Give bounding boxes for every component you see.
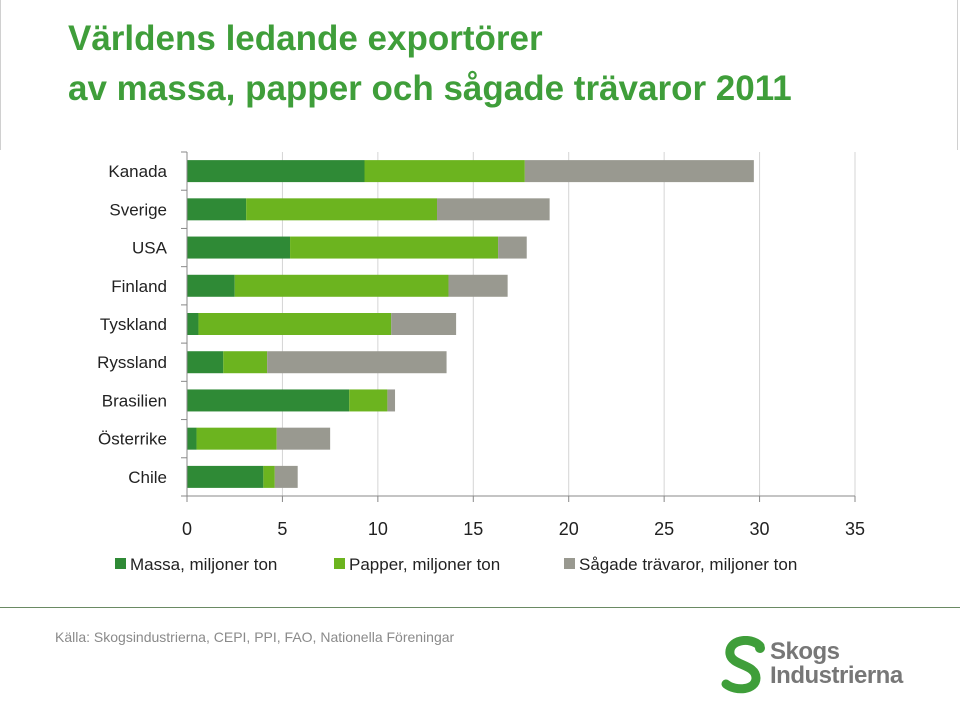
legend-swatch-2 [564,558,575,569]
x-tick-label: 0 [182,519,192,539]
category-label: Brasilien [102,391,167,410]
logo-text: Skogs Industrierna [770,640,903,688]
bar-chile-series-0 [187,465,264,488]
bar-brasilien-series-1 [349,389,388,412]
bar-brasilien-series-2 [387,389,396,412]
left-edge-line [0,0,1,150]
category-label: Tyskland [100,315,167,334]
source-note: Källa: Skogsindustrierna, CEPI, PPI, FAO… [55,629,455,645]
skogsindustrierna-logo: Skogs Industrierna [720,635,925,696]
bar-sverige-series-0 [187,198,247,221]
category-label: Chile [128,468,167,487]
slide-title: Världens ledande exportörer av massa, pa… [68,14,792,114]
bar-kanada-series-1 [364,160,525,183]
title-line-2: av massa, papper och sågade trävaror 201… [68,69,792,108]
category-label: Kanada [108,162,167,181]
bar-österrike-series-2 [276,427,331,450]
legend-label-2: Sågade trävaror, miljoner ton [579,555,797,574]
x-tick-label: 30 [750,519,770,539]
category-label: Ryssland [97,353,167,372]
bar-tyskland-series-0 [187,313,199,335]
legend-label-0: Massa, miljoner ton [130,555,277,574]
x-tick-label: 15 [463,519,483,539]
x-tick-label: 5 [277,519,287,539]
footer-divider [0,607,960,608]
right-edge-line [957,0,958,150]
logo-line-1: Skogs [770,638,840,665]
category-label: Österrike [98,430,167,449]
bar-sverige-series-1 [246,198,438,221]
x-tick-label: 20 [559,519,579,539]
bar-tyskland-series-2 [391,313,457,335]
bar-österrike-series-1 [196,427,277,450]
legend-label-1: Papper, miljoner ton [349,555,500,574]
bar-tyskland-series-1 [198,313,392,335]
bar-sverige-series-2 [437,198,550,221]
category-label: Sverige [109,200,167,219]
logo-s-icon [721,635,765,694]
bar-ryssland-series-2 [267,351,447,374]
bar-usa-series-0 [187,236,291,259]
bar-finland-series-2 [448,274,508,297]
bar-ryssland-series-1 [223,351,268,374]
bar-kanada-series-2 [524,160,754,183]
legend-swatch-1 [334,558,345,569]
bar-österrike-series-0 [187,427,197,450]
title-line-1: Världens ledande exportörer [68,19,543,58]
bar-ryssland-series-0 [187,351,224,374]
x-tick-label: 10 [368,519,388,539]
category-label: Finland [111,277,167,296]
bar-kanada-series-0 [187,160,365,183]
category-label: USA [132,239,168,258]
legend-swatch-0 [115,558,126,569]
x-tick-label: 25 [654,519,674,539]
bar-chile-series-2 [274,465,298,488]
bar-brasilien-series-0 [187,389,350,412]
bar-chile-series-1 [263,465,275,488]
logo-line-2: Industrierna [770,662,903,689]
stacked-bar-chart: Kanada Sverige USA Finland Tyskland Ryssland B… [97,151,865,574]
bar-finland-series-0 [187,274,235,297]
bar-usa-series-1 [290,236,499,259]
x-tick-label: 35 [845,519,865,539]
bar-usa-series-2 [498,236,527,259]
bar-finland-series-1 [234,274,449,297]
